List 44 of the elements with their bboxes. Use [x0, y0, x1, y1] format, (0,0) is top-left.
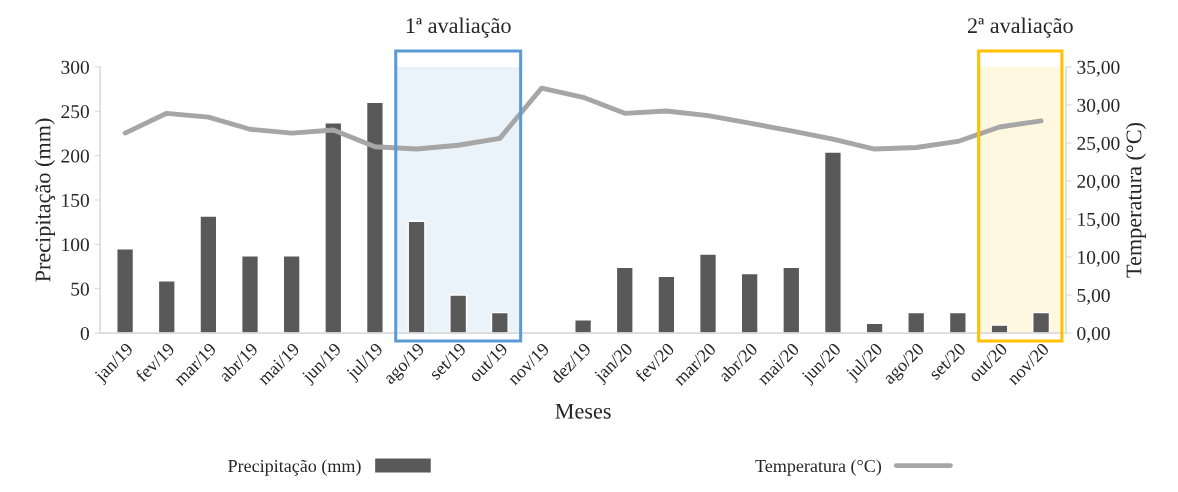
bar	[490, 311, 509, 334]
bar	[407, 220, 426, 334]
bar	[990, 324, 1009, 334]
y2-tick-label: 20,00	[1077, 174, 1120, 191]
bar	[698, 253, 718, 334]
y2-tick-label: 15,00	[1078, 212, 1120, 229]
y2-tick-label: 0,00	[1077, 326, 1110, 343]
y2-axis-title: Temperatura (°C)	[1125, 122, 1146, 278]
bar	[1032, 311, 1051, 334]
legend-label: Precipitação (mm)	[228, 459, 361, 476]
bar	[574, 319, 593, 334]
y-tick-label: 50	[71, 282, 89, 296]
bar	[324, 122, 343, 334]
legend-label: Temperatura (°C)	[755, 459, 882, 476]
band-label: 1ª avaliação	[406, 17, 511, 38]
y-tick-label: 250	[61, 105, 89, 119]
y-tick-label: 300	[61, 60, 89, 74]
bar	[282, 255, 301, 334]
y-tick-label: 0	[80, 326, 89, 341]
bar	[907, 311, 926, 334]
bar	[157, 280, 176, 334]
y2-tick-label: 5,00	[1077, 288, 1110, 305]
bar	[199, 215, 218, 334]
bar	[615, 266, 634, 334]
y2-tick-label: 25,00	[1077, 136, 1120, 153]
band-label: 2ª avaliação	[967, 17, 1073, 38]
bar	[365, 101, 384, 334]
y-tick-label: 150	[62, 193, 89, 207]
bar	[116, 248, 135, 334]
bar	[782, 266, 801, 334]
line-series	[122, 85, 1044, 152]
y-tick-label: 100	[62, 238, 89, 252]
y2-tick-label: 35,00	[1077, 60, 1120, 77]
bar	[740, 272, 759, 334]
bar	[240, 255, 260, 334]
y-axis-title: Precipitação (mm)	[34, 118, 55, 282]
bar	[948, 311, 967, 334]
bar	[823, 151, 842, 334]
bar	[657, 275, 676, 334]
bar	[449, 294, 468, 334]
y2-tick-label: 30,00	[1077, 98, 1120, 115]
y2-tick-label: 10,00	[1078, 250, 1120, 267]
x-axis-title: Meses	[555, 403, 611, 419]
y-tick-label: 200	[61, 149, 89, 163]
